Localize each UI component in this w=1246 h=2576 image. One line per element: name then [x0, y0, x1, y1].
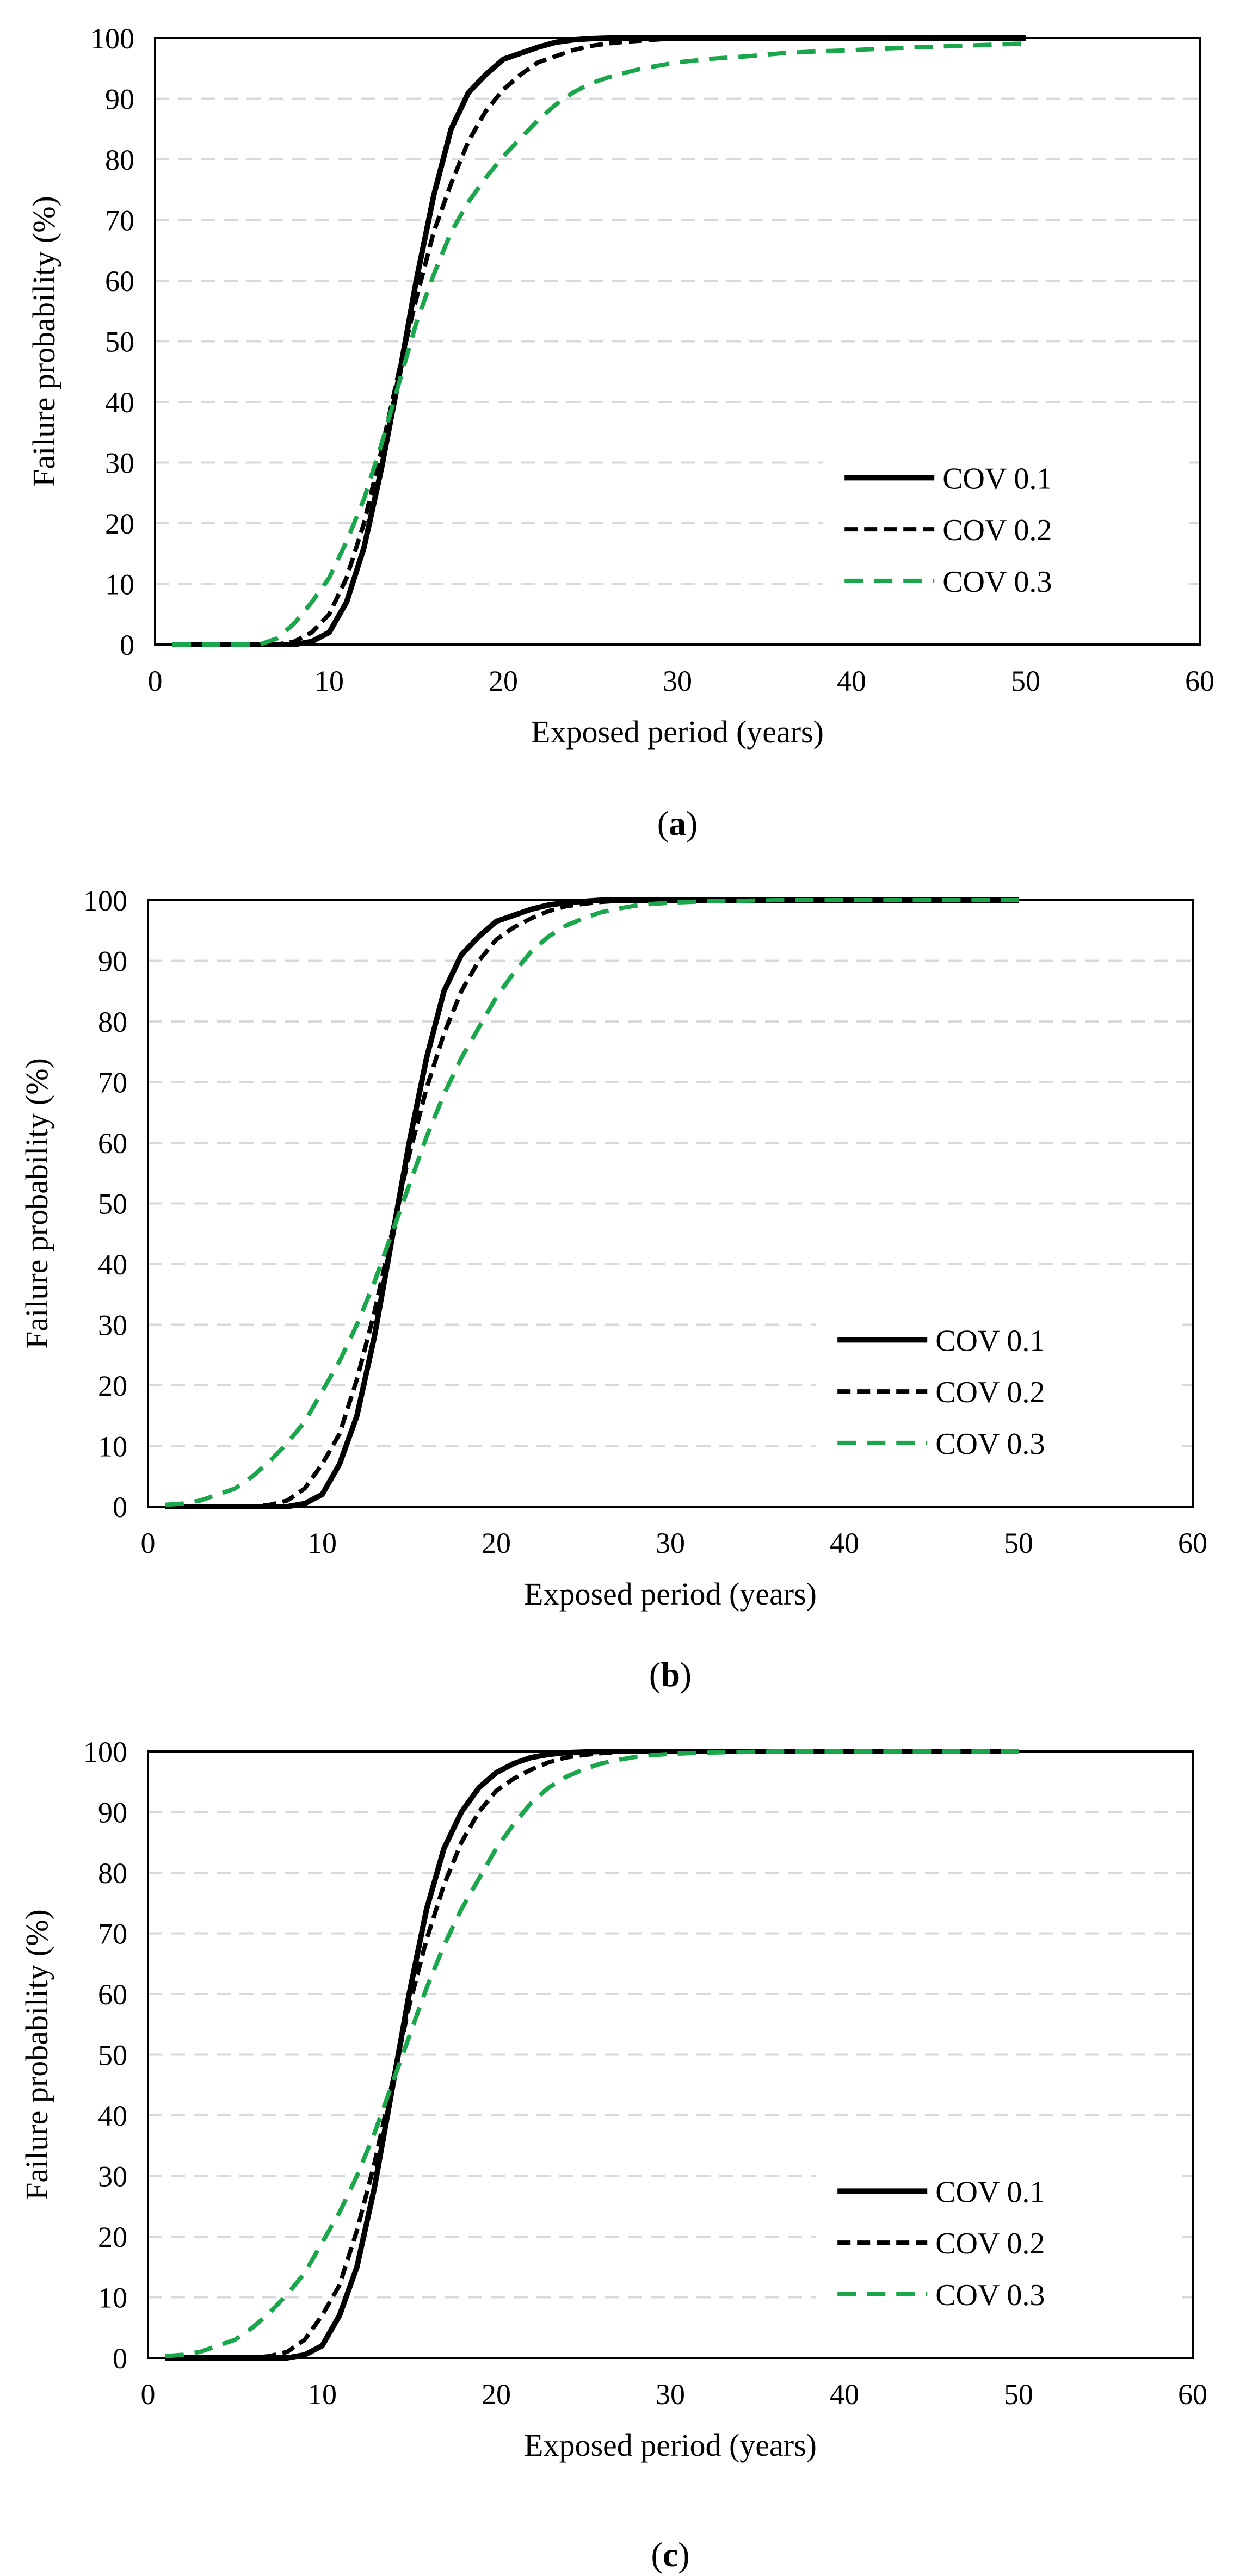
y-axis-title: Failure probability (%) [26, 196, 61, 487]
x-tick-label: 50 [1011, 665, 1040, 697]
legend-label: COV 0.2 [935, 2227, 1045, 2261]
legend-label: COV 0.3 [935, 2278, 1045, 2312]
y-tick-label: 70 [98, 1918, 127, 1950]
legend-label: COV 0.3 [935, 1427, 1045, 1461]
caption-letter: a [669, 804, 686, 843]
x-tick-label: 30 [656, 1527, 685, 1559]
x-tick-label: 60 [1185, 665, 1214, 697]
x-tick-label: 40 [830, 2378, 859, 2411]
y-tick-label: 100 [83, 884, 127, 917]
y-tick-label: 40 [98, 1248, 127, 1281]
y-tick-label: 0 [120, 629, 134, 661]
panel-caption: (c) [651, 2535, 689, 2574]
x-tick-label: 50 [1004, 2378, 1033, 2411]
plot-frame [154, 37, 1201, 646]
x-tick-label: 30 [663, 665, 692, 697]
caption-close-paren: ) [680, 1655, 692, 1694]
y-tick-label: 30 [98, 1309, 127, 1342]
x-axis-title: Exposed period (years) [531, 714, 824, 750]
x-axis-title: Exposed period (years) [524, 1576, 817, 1612]
legend-label: COV 0.1 [935, 2175, 1045, 2209]
panel-caption: (b) [649, 1655, 692, 1694]
x-tick-label: 0 [141, 1527, 156, 1559]
y-tick-label: 90 [98, 1797, 127, 1829]
y-tick-label: 80 [98, 1857, 127, 1890]
legend: COV 0.1 COV 0.2 COV 0.3 [844, 462, 1052, 599]
chart-panel-a: 0 10 20 30 40 50 60 70 80 90 100 0 10 20 30 40 50 60 Expos… [26, 22, 1214, 843]
legend-label: COV 0.2 [942, 513, 1052, 547]
y-tick-label: 30 [105, 447, 134, 480]
y-tick-label: 80 [105, 144, 134, 176]
y-tick-label: 0 [113, 2342, 127, 2375]
series-line-cov-0-1 [165, 897, 1019, 1509]
y-tick-label: 80 [98, 1006, 127, 1038]
y-tick-label: 40 [98, 2100, 127, 2132]
y-tick-label: 20 [98, 1370, 127, 1402]
x-axis-title: Exposed period (years) [524, 2428, 817, 2463]
series-line-cov-0-3 [172, 41, 1026, 647]
caption-close-paren: ) [686, 804, 698, 843]
y-tick-label: 40 [105, 386, 134, 419]
x-tick-label: 10 [307, 2378, 337, 2411]
x-tick-label: 60 [1178, 1527, 1207, 1559]
y-tick-label: 60 [98, 1978, 127, 2011]
y-tick-label: 100 [83, 1736, 127, 1768]
y-tick-label: 20 [98, 2221, 127, 2253]
x-tick-label: 0 [148, 665, 163, 697]
x-tick-label: 20 [489, 665, 518, 697]
y-tick-label: 10 [98, 2282, 127, 2314]
series-line-cov-0-1 [172, 35, 1026, 647]
panel-caption: (a) [657, 804, 698, 843]
y-tick-label: 30 [98, 2160, 127, 2193]
x-tick-label: 50 [1004, 1527, 1033, 1559]
series-line-cov-0-1 [165, 1749, 1019, 2361]
legend: COV 0.1 COV 0.2 COV 0.3 [837, 1324, 1045, 1461]
plot-frame [147, 899, 1194, 1508]
y-tick-label: 10 [98, 1431, 127, 1463]
x-tick-label: 20 [482, 1527, 511, 1559]
y-tick-label: 70 [105, 205, 134, 237]
x-tick-label: 60 [1178, 2378, 1207, 2411]
y-tick-label: 70 [98, 1067, 127, 1099]
y-tick-label: 60 [105, 265, 134, 298]
plot-frame [147, 1750, 1194, 2359]
legend-label: COV 0.2 [935, 1376, 1045, 1409]
legend-label: COV 0.1 [942, 462, 1052, 496]
y-axis-title: Failure probability (%) [19, 1058, 54, 1349]
x-tick-label: 30 [656, 2378, 685, 2411]
x-tick-label: 40 [837, 665, 866, 697]
chart-panel-b: 0 10 20 30 40 50 60 70 80 90 100 0 10 20 30 40 50 60 Expos… [19, 884, 1207, 1694]
y-tick-label: 60 [98, 1127, 127, 1160]
y-tick-label: 10 [105, 568, 134, 601]
y-tick-label: 50 [105, 326, 134, 358]
y-tick-label: 90 [105, 83, 134, 116]
series-line-cov-0-2 [172, 36, 1026, 647]
x-tick-label: 10 [307, 1527, 337, 1559]
y-tick-label: 90 [98, 945, 127, 978]
y-tick-label: 20 [105, 507, 134, 540]
x-tick-label: 10 [314, 665, 344, 697]
chart-panel-c: 0 10 20 30 40 50 60 70 80 90 100 0 10 20 30 40 50 60 Expos… [19, 1736, 1207, 2574]
x-tick-label: 20 [482, 2378, 511, 2411]
y-tick-label: 0 [113, 1491, 127, 1524]
caption-close-paren: ) [678, 2535, 689, 2574]
legend: COV 0.1 COV 0.2 COV 0.3 [837, 2175, 1045, 2312]
caption-open-paren: ( [649, 1655, 661, 1694]
x-tick-label: 40 [830, 1527, 859, 1559]
caption-letter: c [663, 2535, 678, 2574]
y-tick-label: 50 [98, 1188, 127, 1221]
caption-open-paren: ( [657, 804, 669, 843]
y-tick-label: 100 [90, 22, 134, 55]
legend-label: COV 0.1 [935, 1324, 1045, 1358]
series-line-cov-0-3 [165, 898, 1019, 1507]
caption-letter: b [661, 1655, 680, 1694]
y-tick-label: 50 [98, 2039, 127, 2072]
x-tick-label: 0 [141, 2378, 156, 2411]
legend-label: COV 0.3 [942, 565, 1052, 599]
y-axis-title: Failure probability (%) [19, 1909, 54, 2200]
series-line-cov-0-3 [165, 1749, 1019, 2358]
caption-open-paren: ( [651, 2535, 662, 2574]
